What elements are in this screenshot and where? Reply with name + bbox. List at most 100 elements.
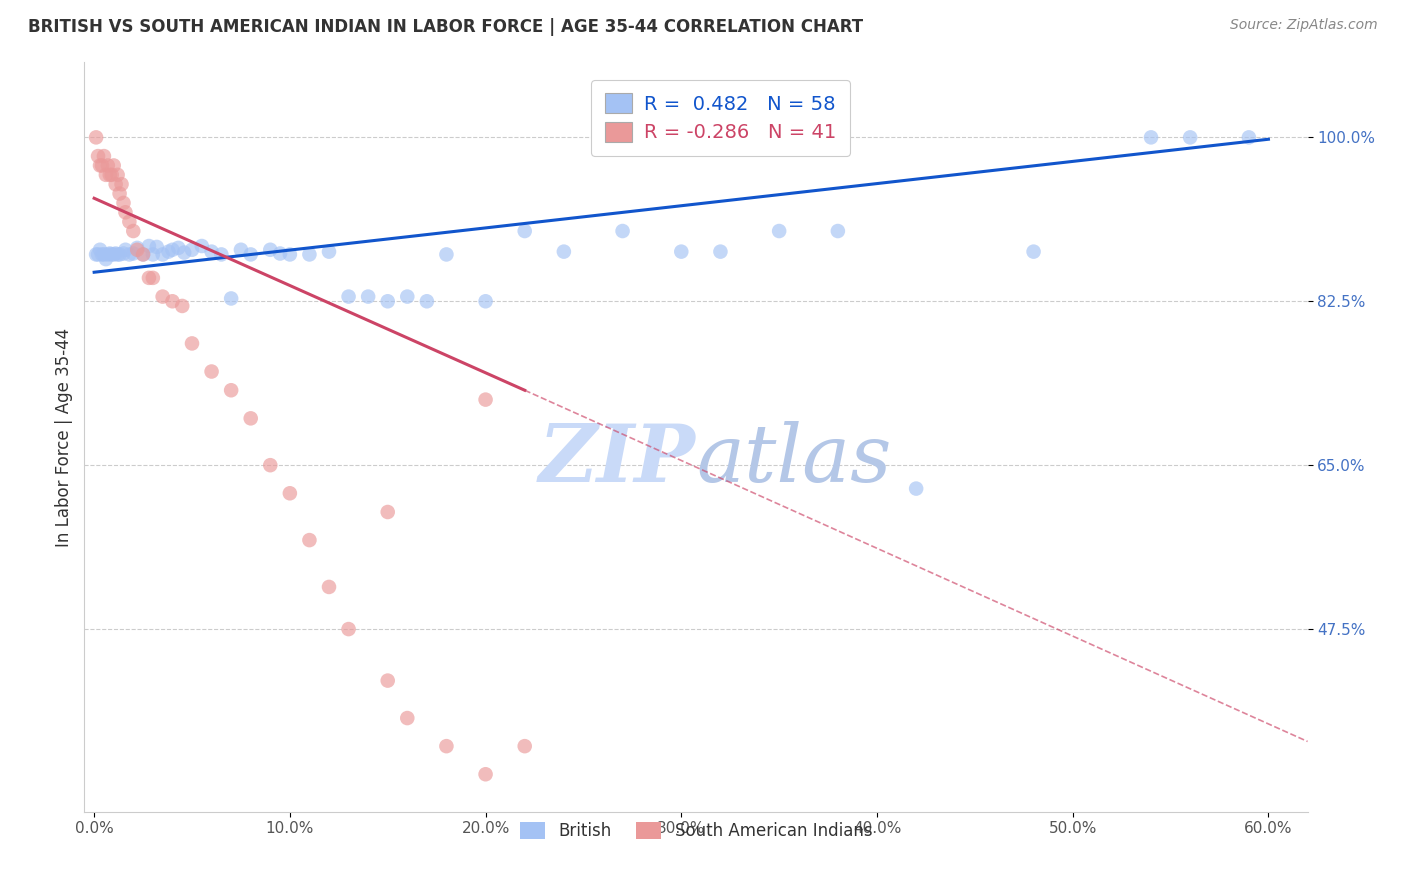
Point bbox=[259, 458, 281, 473]
Point bbox=[436, 247, 458, 261]
Point bbox=[114, 205, 136, 219]
Point bbox=[118, 247, 141, 261]
Point bbox=[103, 247, 125, 261]
Point bbox=[553, 244, 575, 259]
Point bbox=[181, 243, 204, 257]
Point bbox=[1140, 130, 1163, 145]
Point bbox=[269, 246, 291, 260]
Point bbox=[377, 294, 399, 309]
Point bbox=[114, 243, 136, 257]
Point bbox=[1178, 130, 1201, 145]
Point bbox=[98, 168, 121, 182]
Point bbox=[377, 673, 399, 688]
Point bbox=[1022, 244, 1045, 259]
Point bbox=[298, 247, 321, 261]
Point bbox=[104, 246, 127, 260]
Point bbox=[91, 247, 114, 261]
Y-axis label: In Labor Force | Age 35-44: In Labor Force | Age 35-44 bbox=[55, 327, 73, 547]
Point bbox=[91, 159, 114, 173]
Point bbox=[108, 247, 131, 261]
Point bbox=[100, 168, 122, 182]
Point bbox=[132, 247, 155, 261]
Point bbox=[474, 294, 496, 309]
Point bbox=[93, 149, 115, 163]
Point bbox=[138, 271, 160, 285]
Point bbox=[191, 239, 214, 253]
Point bbox=[87, 149, 110, 163]
Point bbox=[127, 241, 149, 255]
Point bbox=[142, 271, 165, 285]
Point bbox=[118, 214, 141, 228]
Point bbox=[127, 243, 149, 257]
Point bbox=[110, 177, 132, 192]
Point bbox=[122, 246, 145, 260]
Point bbox=[396, 289, 419, 303]
Point bbox=[167, 241, 190, 255]
Point bbox=[152, 289, 174, 303]
Point bbox=[671, 244, 693, 259]
Point bbox=[94, 168, 117, 182]
Point bbox=[97, 159, 120, 173]
Point bbox=[278, 486, 301, 500]
Point bbox=[112, 195, 135, 210]
Point bbox=[259, 243, 281, 257]
Point bbox=[181, 336, 204, 351]
Point bbox=[172, 299, 194, 313]
Point bbox=[377, 505, 399, 519]
Point bbox=[219, 384, 242, 398]
Point bbox=[138, 239, 160, 253]
Point bbox=[436, 739, 458, 753]
Point bbox=[162, 294, 184, 309]
Point bbox=[122, 224, 145, 238]
Point bbox=[337, 622, 360, 636]
Point bbox=[219, 292, 242, 306]
Point bbox=[112, 246, 135, 260]
Point bbox=[200, 365, 222, 379]
Text: ZIP: ZIP bbox=[538, 421, 696, 499]
Point bbox=[709, 244, 731, 259]
Point bbox=[278, 247, 301, 261]
Text: Source: ZipAtlas.com: Source: ZipAtlas.com bbox=[1230, 18, 1378, 32]
Point bbox=[416, 294, 439, 309]
Point bbox=[94, 252, 117, 266]
Point bbox=[612, 224, 634, 238]
Point bbox=[98, 246, 121, 260]
Point bbox=[513, 739, 536, 753]
Point bbox=[827, 224, 849, 238]
Legend: British, South American Indians: British, South American Indians bbox=[512, 814, 880, 848]
Point bbox=[146, 240, 169, 254]
Point bbox=[97, 247, 120, 261]
Point bbox=[84, 130, 107, 145]
Point bbox=[107, 168, 129, 182]
Point bbox=[229, 243, 252, 257]
Point bbox=[100, 247, 122, 261]
Point bbox=[298, 533, 321, 547]
Point bbox=[173, 245, 195, 260]
Point bbox=[357, 289, 380, 303]
Point bbox=[103, 159, 125, 173]
Point bbox=[239, 247, 262, 261]
Point bbox=[474, 392, 496, 407]
Point bbox=[93, 247, 115, 261]
Point bbox=[84, 247, 107, 261]
Point bbox=[209, 247, 232, 261]
Point bbox=[87, 247, 110, 261]
Point bbox=[107, 247, 129, 261]
Text: atlas: atlas bbox=[696, 421, 891, 499]
Point bbox=[157, 244, 180, 259]
Point bbox=[89, 243, 111, 257]
Point bbox=[152, 247, 174, 261]
Point bbox=[513, 224, 536, 238]
Point bbox=[239, 411, 262, 425]
Point bbox=[162, 243, 184, 257]
Point bbox=[337, 289, 360, 303]
Point bbox=[89, 159, 111, 173]
Point bbox=[132, 247, 155, 261]
Text: BRITISH VS SOUTH AMERICAN INDIAN IN LABOR FORCE | AGE 35-44 CORRELATION CHART: BRITISH VS SOUTH AMERICAN INDIAN IN LABO… bbox=[28, 18, 863, 36]
Point bbox=[318, 244, 340, 259]
Point bbox=[142, 247, 165, 261]
Point bbox=[474, 767, 496, 781]
Point bbox=[1237, 130, 1260, 145]
Point bbox=[768, 224, 790, 238]
Point bbox=[396, 711, 419, 725]
